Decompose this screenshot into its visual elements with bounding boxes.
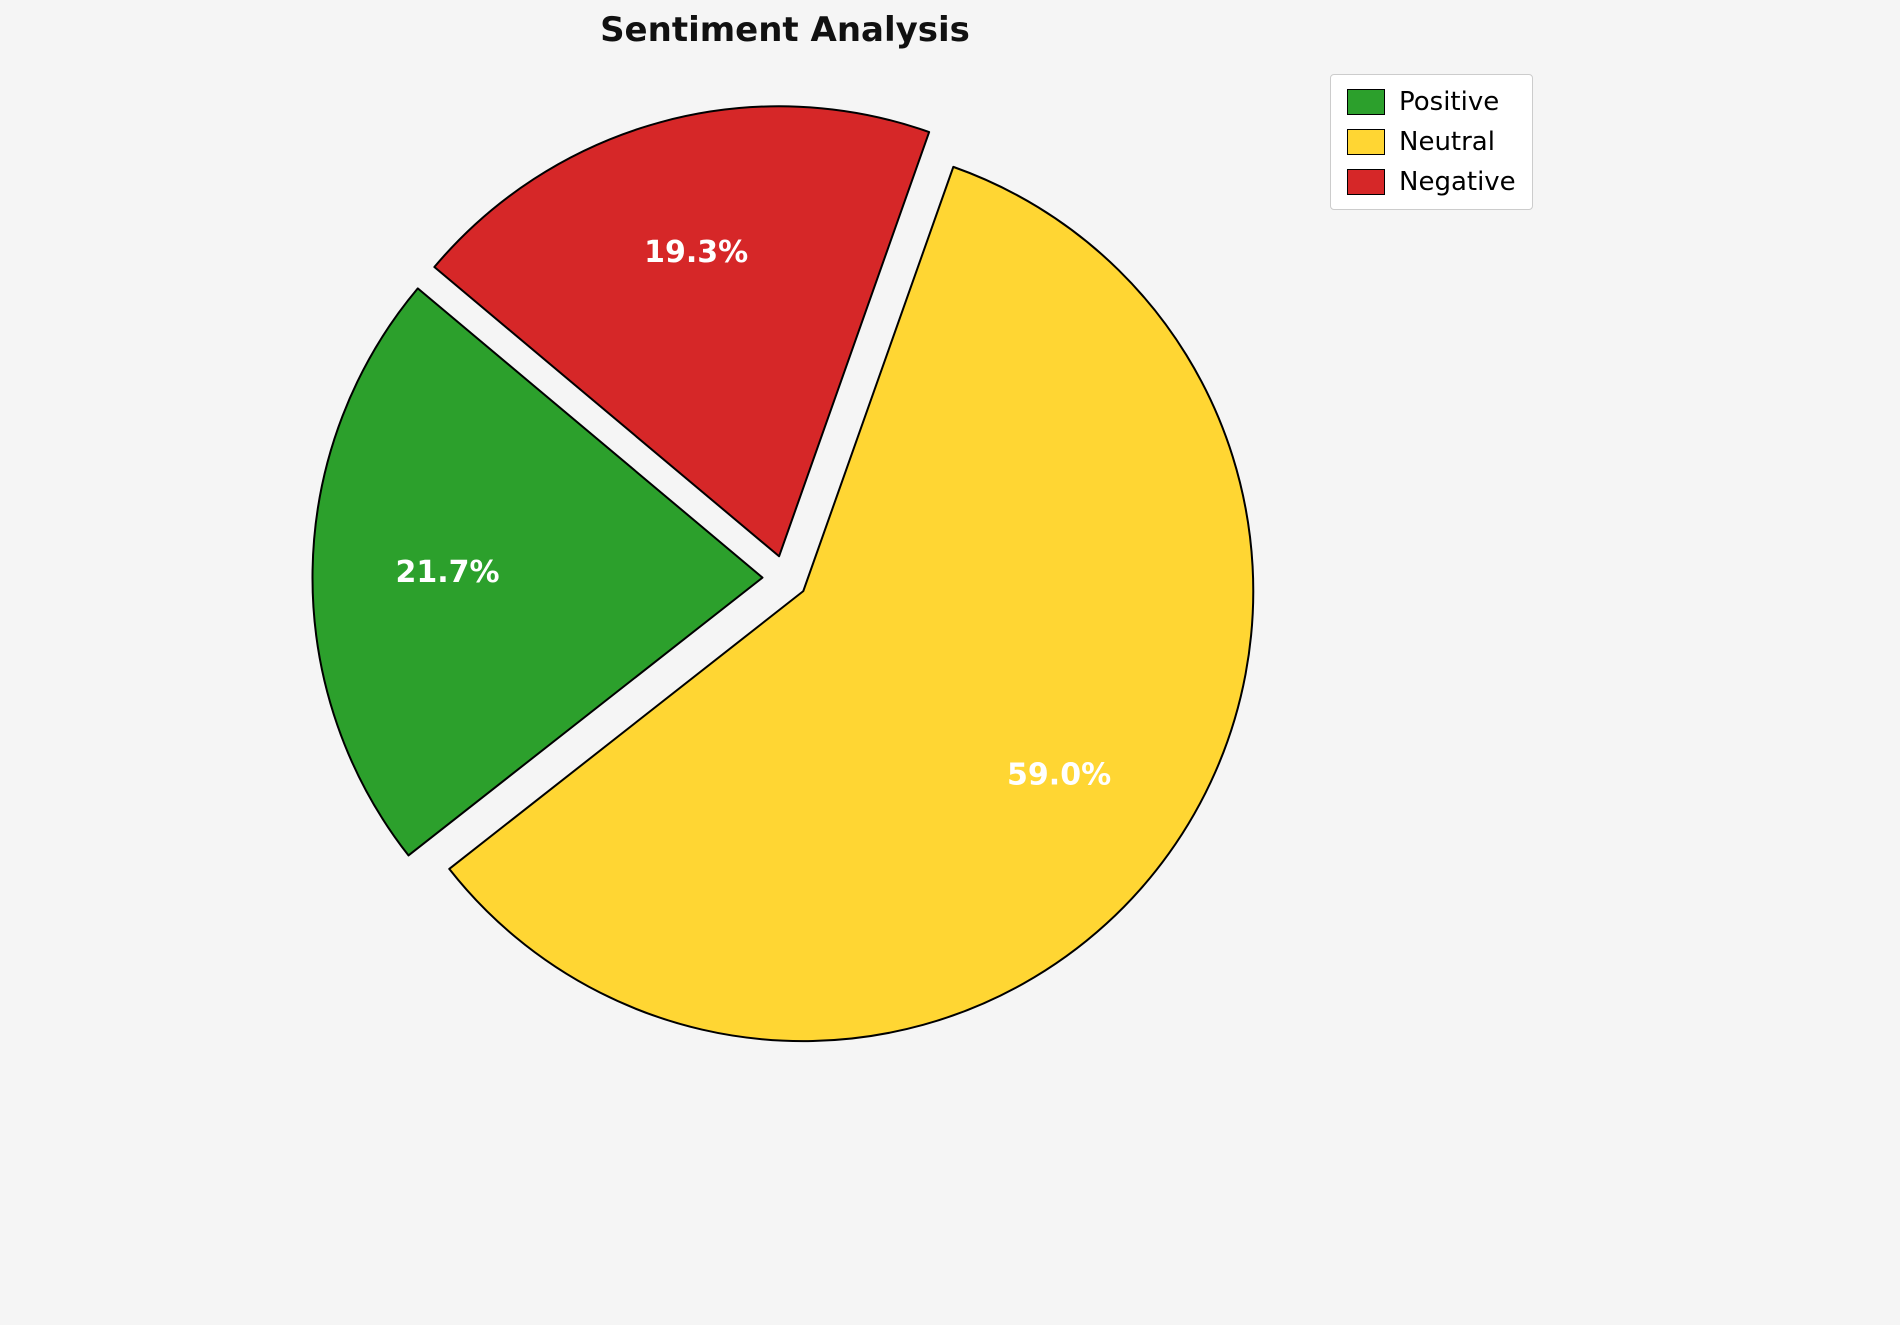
- legend-item-negative: Negative: [1347, 167, 1516, 197]
- legend-swatch-negative: [1347, 169, 1385, 195]
- chart-title: Sentiment Analysis: [600, 10, 970, 50]
- legend-item-neutral: Neutral: [1347, 127, 1516, 157]
- slice-pct-label-positive: 21.7%: [395, 555, 499, 590]
- legend-label: Neutral: [1399, 127, 1495, 157]
- slice-pct-label-negative: 19.3%: [644, 235, 748, 270]
- legend-swatch-neutral: [1347, 129, 1385, 155]
- pie-slice-positive: [311, 287, 764, 857]
- legend-label: Positive: [1399, 87, 1500, 117]
- legend-label: Negative: [1399, 167, 1516, 197]
- legend-swatch-positive: [1347, 89, 1385, 115]
- legend: Positive Neutral Negative: [1330, 74, 1533, 210]
- pie-slice-negative: [433, 105, 931, 558]
- legend-item-positive: Positive: [1347, 87, 1516, 117]
- pie-slice-neutral: [448, 165, 1255, 1043]
- slice-pct-label-neutral: 59.0%: [1007, 757, 1111, 792]
